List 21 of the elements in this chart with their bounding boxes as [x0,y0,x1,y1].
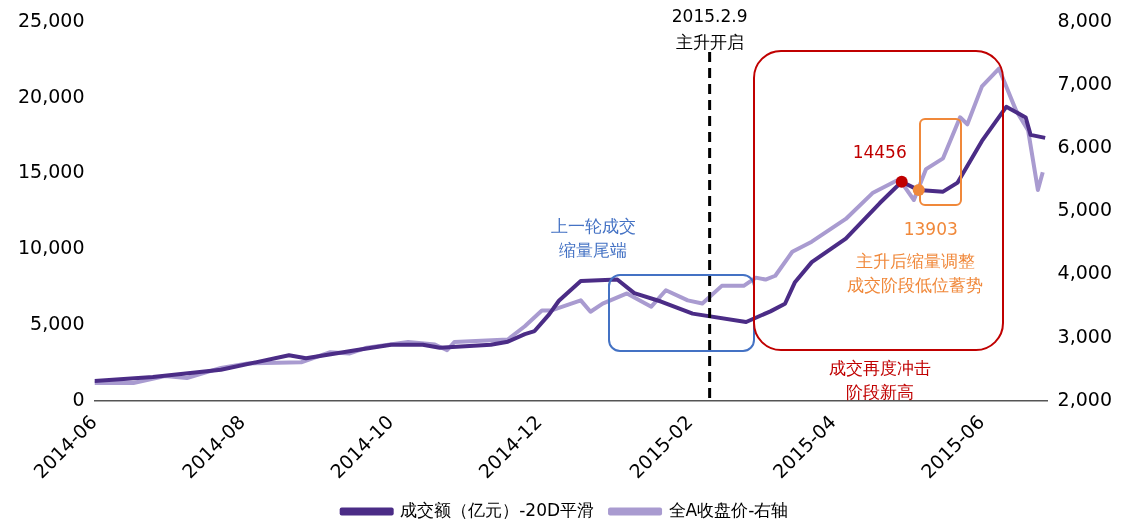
y-tick-label: 15,000 [18,160,85,183]
legend-label: 成交额（亿元）-20D平滑 [400,499,595,520]
y-tick-label: 5,000 [30,311,85,334]
annotation: 13903 [903,218,958,239]
y2-tick-label: 6,000 [1057,135,1113,158]
y-tick-label: 0 [72,387,85,410]
y2-tick-label: 7,000 [1057,72,1113,95]
y-tick-label: 10,000 [18,236,85,259]
annotation: 14456 [852,142,907,163]
y-tick-label: 20,000 [18,84,85,107]
y2-tick-label: 4,000 [1057,261,1113,284]
ref-line-label: 2015.2.9 主升开启 [671,6,748,53]
annotation: 成交再度冲击阶段新高 [829,358,931,403]
y2-tick-label: 8,000 [1057,8,1113,31]
y-tick-label: 25,000 [18,8,85,31]
y2-tick-label: 3,000 [1057,324,1113,347]
y2-tick-label: 5,000 [1057,198,1113,221]
annotation: 主升后缩量调整成交阶段低位蓄势 [847,251,983,296]
annotation: 上一轮成交缩量尾端 [550,216,636,261]
legend-label: 全A收盘价-右轴 [668,499,789,520]
y2-tick-label: 2,000 [1057,387,1113,410]
